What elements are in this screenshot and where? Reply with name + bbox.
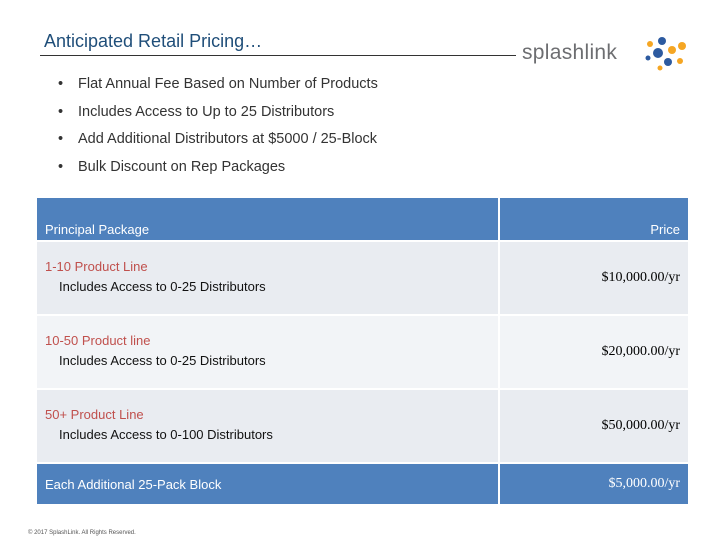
- title-rule: [40, 55, 516, 56]
- bullet-item: Flat Annual Fee Based on Number of Produ…: [58, 76, 378, 104]
- pricing-table: Principal Package Price 1-10 Product Line I…: [37, 198, 688, 506]
- header-row: Principal Package Price: [37, 198, 688, 242]
- package-name: 1-10 Product Line: [45, 259, 148, 274]
- table-row: 1-10 Product Line Includes Access to 0-25…: [37, 242, 688, 316]
- price: $20,000.00/yr: [601, 344, 680, 359]
- package-name: Each Additional 25-Pack Block: [37, 464, 500, 504]
- logo-text: splashlink: [522, 41, 618, 64]
- bullet-item: Add Additional Distributors at $5000 / 2…: [58, 131, 378, 159]
- bullet-item: Bulk Discount on Rep Packages: [58, 159, 378, 187]
- bullet-item: Includes Access to Up to 25 Distributors: [58, 104, 378, 132]
- package-cell: 1-10 Product Line Includes Access to 0-25…: [37, 242, 500, 314]
- price: $10,000.00/yr: [601, 270, 680, 285]
- header-cell: Principal Package: [37, 198, 500, 240]
- logo-icon: [645, 37, 686, 71]
- summary-row: Each Additional 25-Pack Block $5,000.00/y…: [37, 464, 688, 506]
- package-name: 10-50 Product line: [45, 333, 151, 348]
- package-name: 50+ Product Line: [45, 407, 144, 422]
- footer: © 2017 SplashLink. All Rights Reserved.: [28, 530, 136, 536]
- package-cell: 50+ Product Line Includes Access to 0-100…: [37, 390, 500, 462]
- package-detail: Includes Access to 0-25 Distributors: [59, 279, 266, 294]
- price: $50,000.00/yr: [601, 418, 680, 433]
- table-row: 10-50 Product line Includes Access to 0-2…: [37, 316, 688, 390]
- table-row: 50+ Product Line Includes Access to 0-100…: [37, 390, 688, 464]
- title: Anticipated Retail Pricing…: [44, 31, 263, 51]
- bullet-list: Flat Annual Fee Based on Number of Produ…: [58, 76, 378, 186]
- price: $5,000.00/yr: [608, 476, 680, 491]
- package-cell: 10-50 Product line Includes Access to 0-2…: [37, 316, 500, 388]
- package-detail: Includes Access to 0-25 Distributors: [59, 353, 266, 368]
- package-detail: Includes Access to 0-100 Distributors: [59, 427, 273, 442]
- header-cell: Price: [650, 222, 680, 237]
